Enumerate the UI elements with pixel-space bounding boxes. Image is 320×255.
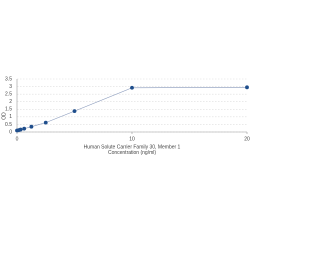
data-point: [43, 120, 48, 125]
x-axis-label: Human Solute Carrier Family 30, Member 1: [84, 144, 181, 150]
x-tick-label: 0: [16, 136, 19, 142]
y-tick-label: 1.5: [5, 107, 12, 113]
data-point: [130, 85, 134, 90]
y-tick-label: 3: [9, 84, 12, 90]
chart: OD Human Solute Carrier Family 30, Membe…: [1, 76, 250, 156]
y-tick-label: 3.5: [5, 76, 12, 82]
y-tick-label: 2.5: [5, 91, 12, 97]
y-axis-label: OD: [1, 112, 7, 120]
x-axis-label: Concentration (ng/ml): [108, 150, 156, 156]
data-point: [18, 127, 23, 132]
y-tick-label: 1: [9, 114, 12, 120]
y-tick-label: 0: [9, 129, 12, 135]
y-tick-label: 0.5: [5, 122, 12, 128]
data-point: [22, 126, 27, 131]
data-point: [29, 124, 34, 129]
data-point: [245, 85, 249, 90]
data-point: [72, 109, 77, 114]
x-tick-label: 20: [244, 136, 250, 142]
y-tick-label: 2: [9, 99, 12, 105]
series-line: [16, 87, 248, 131]
x-tick-label: 10: [129, 136, 135, 142]
